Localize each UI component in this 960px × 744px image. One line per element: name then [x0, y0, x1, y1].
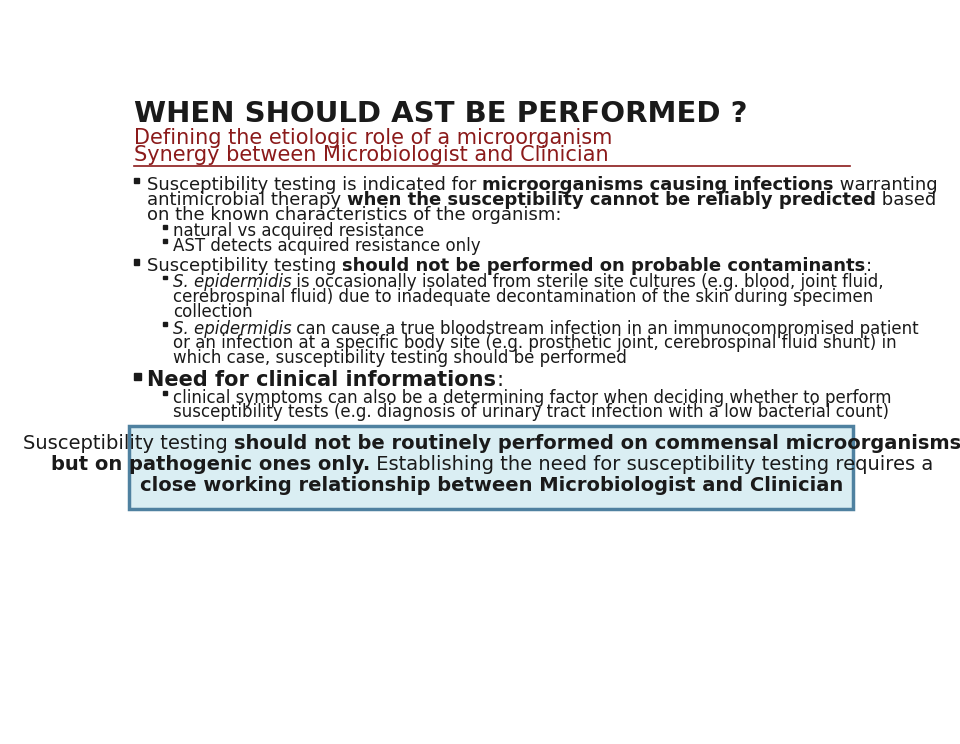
Text: should not be routinely performed on commensal microorganisms: should not be routinely performed on com…	[234, 434, 960, 453]
Text: close working relationship between Microbiologist and Clinician: close working relationship between Micro…	[140, 476, 844, 495]
Text: when the susceptibility cannot be reliably predicted: when the susceptibility cannot be reliab…	[347, 191, 876, 209]
Text: on the known characteristics of the organism:: on the known characteristics of the orga…	[147, 206, 562, 225]
Text: cerebrospinal fluid) due to inadequate decontamination of the skin during specim: cerebrospinal fluid) due to inadequate d…	[173, 288, 873, 306]
FancyBboxPatch shape	[130, 426, 853, 509]
Text: WHEN SHOULD AST BE PERFORMED ?: WHEN SHOULD AST BE PERFORMED ?	[134, 100, 748, 128]
Bar	[162, 322, 166, 326]
Text: :: :	[496, 371, 503, 391]
Text: should not be performed on probable contaminants: should not be performed on probable cont…	[343, 257, 866, 275]
Bar	[162, 225, 166, 228]
Text: Susceptibility testing is indicated for: Susceptibility testing is indicated for	[147, 176, 482, 193]
Text: Defining the etiologic role of a microorganism: Defining the etiologic role of a microor…	[134, 128, 612, 148]
Text: Susceptibility testing: Susceptibility testing	[147, 257, 343, 275]
Text: Establishing the need for susceptibility testing requires a: Establishing the need for susceptibility…	[370, 455, 933, 474]
Text: is occasionally isolated from sterile site cultures (e.g. blood, joint fluid,: is occasionally isolated from sterile si…	[291, 273, 884, 292]
Text: S. epidermidis: S. epidermidis	[173, 319, 291, 338]
Bar	[134, 178, 139, 183]
Text: which case, susceptibility testing should be performed: which case, susceptibility testing shoul…	[173, 349, 627, 367]
Text: clinical symptoms can also be a determining factor when deciding whether to perf: clinical symptoms can also be a determin…	[173, 389, 891, 407]
Text: Need for clinical informations: Need for clinical informations	[147, 371, 496, 391]
Text: antimicrobial therapy: antimicrobial therapy	[147, 191, 347, 209]
Text: Synergy between Microbiologist and Clinician: Synergy between Microbiologist and Clini…	[134, 145, 609, 164]
Text: susceptibility tests (e.g. diagnosis of urinary tract infection with a low bacte: susceptibility tests (e.g. diagnosis of …	[173, 403, 889, 421]
Text: based: based	[876, 191, 936, 209]
Text: :: :	[866, 257, 872, 275]
Bar	[162, 391, 166, 395]
Text: warranting: warranting	[833, 176, 937, 193]
Text: but on pathogenic ones only.: but on pathogenic ones only.	[51, 455, 370, 474]
Bar	[162, 240, 166, 243]
Bar	[162, 275, 166, 280]
Text: S. epidermidis: S. epidermidis	[173, 273, 291, 292]
Text: or an infection at a specific body site (e.g. prosthetic joint, cerebrospinal fl: or an infection at a specific body site …	[173, 334, 897, 352]
Text: can cause a true bloodstream infection in an immunocompromised patient: can cause a true bloodstream infection i…	[291, 319, 919, 338]
Bar	[134, 260, 139, 265]
Text: Susceptibility testing: Susceptibility testing	[23, 434, 234, 453]
Text: natural vs acquired resistance: natural vs acquired resistance	[173, 222, 423, 240]
Bar	[134, 373, 141, 379]
Text: collection: collection	[173, 303, 252, 321]
Text: AST detects acquired resistance only: AST detects acquired resistance only	[173, 237, 480, 255]
Text: microorganisms causing infections: microorganisms causing infections	[482, 176, 833, 193]
